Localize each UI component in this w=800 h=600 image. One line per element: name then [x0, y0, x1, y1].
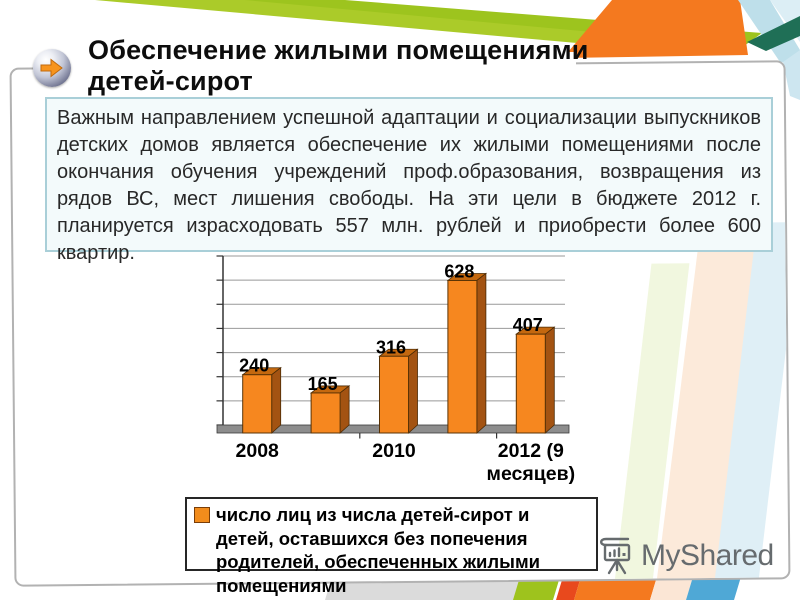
x-axis-label: 2010 — [372, 440, 416, 462]
bar — [515, 333, 546, 434]
arrow-sphere-icon — [33, 49, 71, 87]
body-text: Важным направлением успешной адаптации и… — [57, 107, 761, 264]
bar-value-label: 240 — [239, 356, 269, 376]
bar — [242, 374, 273, 434]
body-textbox: Важным направлением успешной адаптации и… — [45, 97, 773, 264]
legend-label: число лиц из числа детей-сирот и детей, … — [216, 504, 541, 596]
bar-chart: 240 165 316 628 407 2008 2010 2012 (9 месяцев) — [216, 255, 576, 485]
chart-legend: число лиц из числа детей-сирот и детей, … — [185, 497, 598, 596]
bar-value-label: 316 — [376, 337, 406, 357]
bar-side-face — [544, 326, 555, 434]
bar-value-label: 628 — [444, 261, 474, 281]
x-axis-label: 2012 (9 месяцев) — [487, 440, 576, 485]
top-stripes-decoration — [95, 0, 800, 100]
myshared-watermark[interactable]: MyShared — [598, 536, 774, 576]
bar — [310, 392, 341, 434]
slide-frame — [9, 60, 791, 587]
bar — [447, 279, 478, 434]
title-line-2: детей-сирот — [88, 66, 253, 96]
bar — [379, 355, 409, 434]
x-axis-label: 2008 — [236, 440, 280, 462]
bar-value-label: 407 — [513, 315, 543, 335]
page-title: Обеспечение жилыми помещениями детей-сир… — [88, 35, 589, 97]
legend-marker-icon — [194, 507, 210, 523]
bar-side-face — [476, 272, 487, 434]
title-line-1: Обеспечение жилыми помещениями — [88, 35, 589, 65]
presentation-easel-icon — [599, 537, 631, 575]
bar-side-face — [339, 385, 350, 434]
title-background — [36, 52, 576, 78]
bar-value-label: 165 — [308, 374, 338, 394]
pale-bands-decoration — [614, 222, 791, 583]
watermark-text: MyShared — [641, 539, 774, 572]
bar-side-face — [408, 348, 418, 434]
bar-side-face — [271, 366, 282, 434]
arrow-icon — [40, 58, 63, 78]
